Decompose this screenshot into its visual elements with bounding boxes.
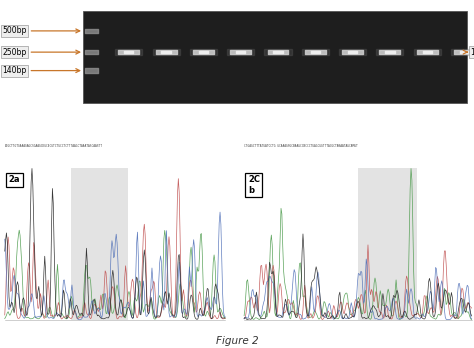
Text: ATGCTTGTGAAAGAGCSGAAGCEGCECGTCTGCCTCTTTAAGCTAAATASCAASTT: ATGCTTGTGAAAGAGCSGAAGCEGCECGTCTGCCTCTTTA… [5,144,103,148]
Text: Figure 2: Figure 2 [216,336,258,346]
Text: 2C
b: 2C b [248,175,260,195]
Text: CTGAGCTTTATGATCCTG GCAAAGSGCBAAGCCBCCCTGAGCGGTTTACGCTABAATAGCAMGT: CTGAGCTTTATGATCCTG GCAAAGSGCBAAGCCBCCCTG… [244,144,358,148]
Bar [5,168,225,320]
Bar [83,10,467,103]
Text: 250bp: 250bp [2,48,80,57]
Text: 2a: 2a [9,175,20,184]
Bar [71,168,128,320]
Bar [358,168,417,320]
Text: 140bp: 140bp [2,66,80,75]
Text: 500bp: 500bp [2,26,80,35]
Bar [244,168,472,320]
Text: 160bp: 160bp [463,48,474,57]
